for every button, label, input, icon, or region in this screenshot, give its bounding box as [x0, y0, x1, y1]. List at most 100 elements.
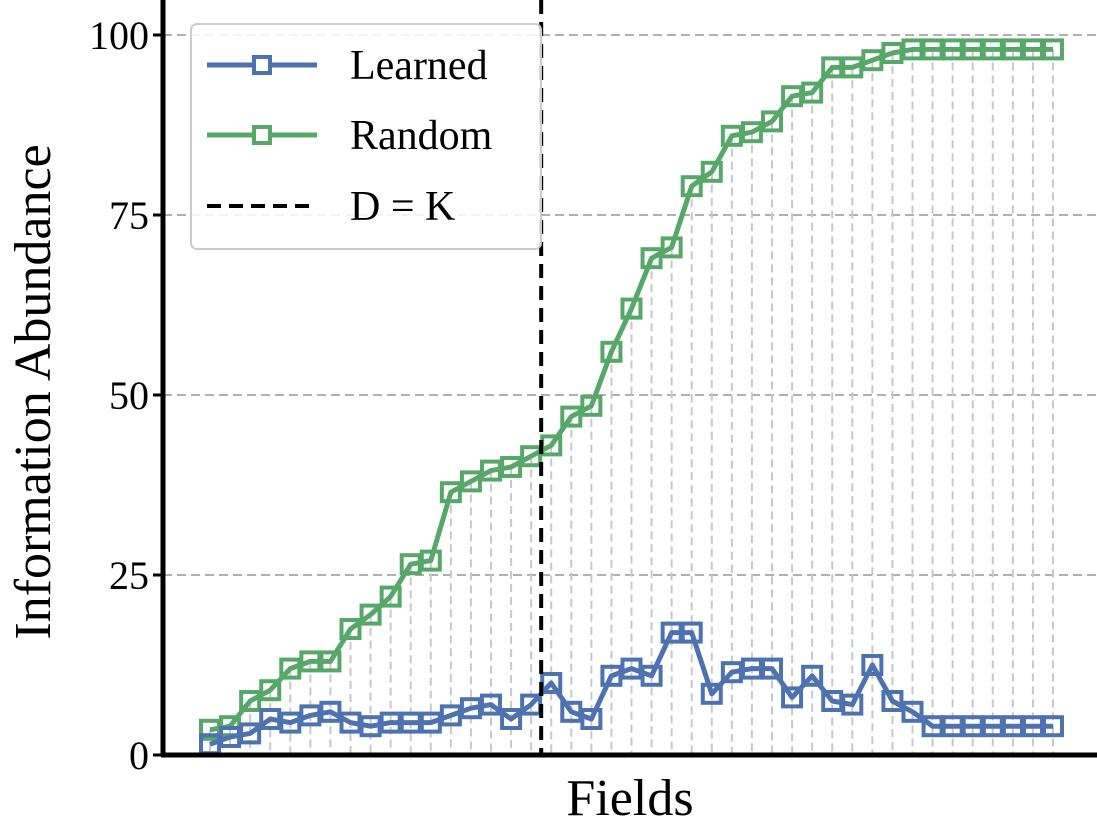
data-point-learned — [459, 697, 482, 720]
data-point-random — [1021, 38, 1044, 61]
data-point-random — [660, 236, 683, 259]
data-point-learned — [640, 664, 663, 687]
data-point-learned — [399, 711, 422, 734]
data-point-random — [459, 470, 482, 493]
data-point-random — [500, 456, 523, 478]
data-point-random — [1042, 38, 1064, 61]
data-point-random — [560, 405, 583, 428]
y-ticks: 0 25 50 75 100 — [89, 13, 163, 778]
legend-entry-learned: Learned — [207, 43, 488, 89]
data-point-learned — [1001, 715, 1024, 738]
data-point-learned — [801, 664, 824, 687]
legend-entry-random: Random — [207, 113, 493, 159]
data-point-learned — [781, 686, 804, 709]
data-point-learned — [279, 711, 302, 734]
data-point-learned — [881, 690, 904, 712]
data-point-random — [239, 690, 262, 712]
data-point-learned — [540, 672, 563, 694]
legend-marker-random — [252, 125, 272, 145]
data-point-learned — [1021, 715, 1044, 738]
legend-label-dk: D = K — [350, 184, 455, 230]
data-point-learned — [901, 700, 924, 723]
data-point-learned — [339, 711, 362, 734]
legend: Learned Random D = K — [190, 23, 542, 250]
legend-frame — [190, 23, 542, 250]
data-point-learned — [1042, 715, 1064, 738]
data-point-learned — [259, 708, 282, 730]
data-point-random — [520, 445, 543, 468]
data-point-random — [901, 38, 924, 61]
data-point-learned — [439, 704, 462, 727]
data-point-random — [600, 340, 623, 363]
data-point-random — [540, 434, 563, 457]
data-point-learned — [359, 715, 382, 738]
data-point-learned — [199, 733, 221, 756]
data-point-random — [801, 81, 824, 104]
data-point-learned — [841, 693, 864, 716]
data-point-random — [1001, 38, 1024, 61]
data-point-random — [439, 481, 462, 504]
data-point-random — [199, 718, 221, 741]
data-point-learned — [740, 657, 763, 680]
data-point-learned — [319, 700, 342, 723]
legend-label-random: Random — [350, 113, 493, 159]
data-point-random — [259, 679, 282, 702]
data-point-random — [640, 247, 663, 270]
data-point-random — [279, 657, 302, 680]
data-point-learned — [379, 711, 402, 734]
y-tick-label: 50 — [109, 373, 149, 418]
data-point-learned — [961, 715, 984, 738]
data-point-random — [841, 56, 864, 79]
data-point-learned — [700, 682, 723, 705]
data-point-learned — [761, 657, 783, 680]
data-point-random — [379, 585, 402, 608]
y-tick-label: 100 — [89, 13, 149, 58]
data-point-random — [781, 85, 804, 108]
data-point-random — [761, 110, 783, 133]
legend-marker-learned — [252, 55, 272, 75]
data-point-learned — [941, 715, 964, 738]
data-point-learned — [239, 722, 262, 745]
data-point-learned — [720, 661, 743, 684]
data-point-random — [720, 124, 743, 147]
data-point-random — [480, 459, 502, 482]
data-point-learned — [921, 715, 944, 738]
data-point-learned — [299, 704, 322, 727]
data-point-learned — [419, 711, 442, 734]
series-line-random — [209, 46, 1053, 733]
data-point-random — [339, 618, 362, 640]
legend-label-learned: Learned — [350, 43, 488, 89]
data-point-learned — [480, 693, 502, 716]
data-point-learned — [580, 708, 603, 730]
data-point-random — [359, 603, 382, 626]
data-point-random — [961, 38, 984, 61]
y-axis-label: Information Abundance — [5, 144, 62, 639]
data-point-random — [399, 553, 422, 576]
data-point-learned — [560, 700, 583, 723]
data-point-random — [299, 650, 322, 673]
data-point-learned — [660, 621, 683, 644]
data-point-random — [419, 549, 442, 572]
data-point-random — [881, 42, 904, 64]
data-point-random — [740, 121, 763, 144]
data-point-learned — [500, 708, 523, 730]
axes — [160, 0, 1097, 758]
data-point-random — [620, 297, 643, 320]
x-axis-label: Fields — [566, 770, 693, 827]
data-point-learned — [620, 657, 643, 680]
legend-entry-dk: D = K — [207, 184, 455, 230]
data-point-random — [700, 160, 723, 183]
data-point-random — [941, 38, 964, 61]
data-point-learned — [600, 664, 623, 687]
data-point-learned — [219, 726, 242, 748]
y-tick-label: 75 — [109, 193, 149, 238]
data-point-random — [680, 175, 703, 198]
data-point-learned — [821, 690, 844, 712]
series-line-learned — [209, 630, 1053, 747]
y-tick-label: 0 — [129, 733, 149, 778]
data-point-random — [821, 56, 844, 79]
data-point-random — [319, 650, 342, 673]
data-point-learned — [981, 715, 1004, 738]
data-point-learned — [861, 654, 884, 676]
